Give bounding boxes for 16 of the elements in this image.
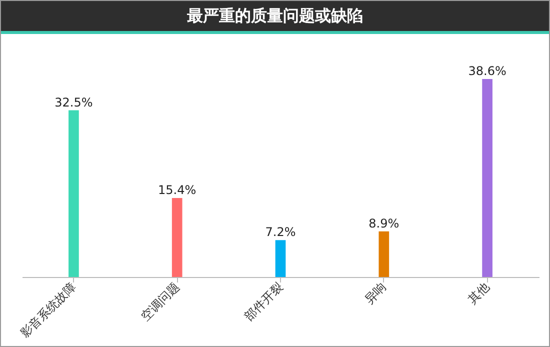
x-tick-label: 部件开裂 bbox=[242, 280, 286, 324]
x-tick-label: 其他 bbox=[465, 280, 492, 306]
data-label: 8.9% bbox=[368, 216, 400, 230]
x-tick-label: 异响 bbox=[362, 280, 389, 306]
bar bbox=[378, 231, 390, 277]
data-label: 32.5% bbox=[54, 95, 93, 110]
data-label: 7.2% bbox=[265, 225, 296, 240]
bar bbox=[172, 198, 182, 277]
data-label: 15.4% bbox=[158, 183, 196, 198]
x-tick-label: 影音系统故障 bbox=[18, 280, 79, 340]
bar bbox=[275, 240, 286, 277]
chart-title: 最严重的质量问题或缺陷 bbox=[1, 1, 549, 34]
data-label: 38.6% bbox=[468, 64, 506, 78]
bar bbox=[482, 79, 492, 277]
x-tick-label: 空调问题 bbox=[138, 280, 182, 324]
bar bbox=[68, 110, 79, 277]
